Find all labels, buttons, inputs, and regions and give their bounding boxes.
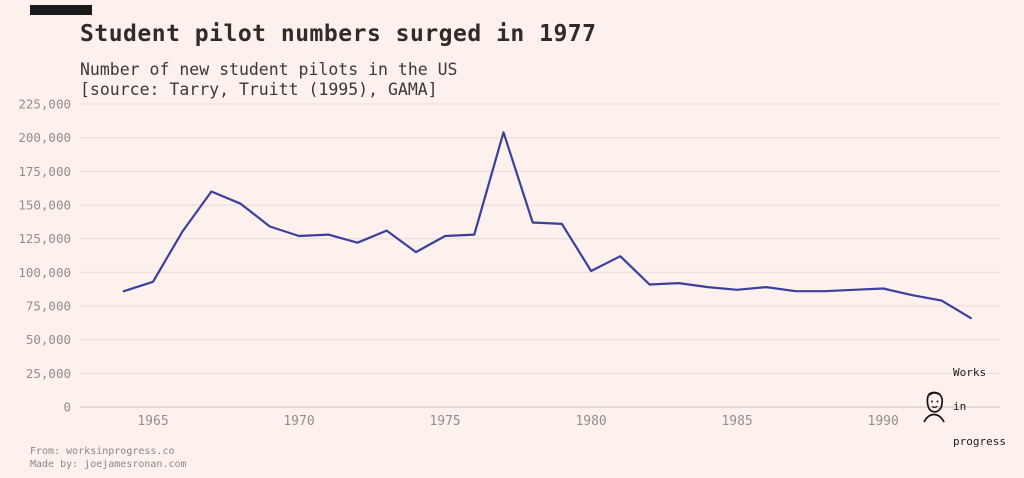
y-tick-label: 0 bbox=[63, 400, 71, 415]
footer-from: From: worksinprogress.co bbox=[30, 446, 175, 457]
y-tick-label: 100,000 bbox=[18, 265, 71, 280]
works-in-progress-logo-text: Works in progress bbox=[953, 344, 1006, 471]
y-tick-label: 125,000 bbox=[18, 231, 71, 246]
logo-text-line-2: in bbox=[953, 400, 967, 413]
works-in-progress-logo: Works in progress bbox=[922, 344, 1006, 471]
chart-title: Student pilot numbers surged in 1977 bbox=[80, 21, 597, 47]
x-tick-label: 1990 bbox=[868, 414, 899, 429]
y-tick-label: 200,000 bbox=[18, 130, 71, 145]
subtitle-line-1: Number of new student pilots in the US bbox=[80, 60, 458, 79]
logo-text-line-3: progress bbox=[953, 434, 1006, 448]
student-pilots-line bbox=[122, 131, 972, 320]
x-tick-label: 1985 bbox=[721, 414, 752, 429]
footer-made-by: Made by: joejamesronan.com bbox=[30, 459, 187, 470]
works-in-progress-face-icon bbox=[923, 391, 945, 423]
chart-subtitle: Number of new student pilots in the US [… bbox=[80, 60, 458, 99]
y-tick-label: 175,000 bbox=[18, 164, 71, 179]
logo-text-line-1: Works bbox=[953, 365, 987, 379]
subtitle-line-2: [source: Tarry, Truitt (1995), GAMA] bbox=[80, 79, 438, 99]
y-tick-label: 150,000 bbox=[18, 198, 71, 213]
x-tick-label: 1975 bbox=[429, 414, 460, 429]
x-tick-label: 1965 bbox=[137, 414, 168, 429]
y-tick-label: 225,000 bbox=[18, 97, 71, 112]
footer-credits: From: worksinprogress.co Made by: joejam… bbox=[30, 445, 187, 471]
y-tick-label: 50,000 bbox=[26, 332, 71, 347]
x-tick-label: 1970 bbox=[283, 414, 314, 429]
accent-bar bbox=[30, 5, 92, 15]
y-tick-label: 75,000 bbox=[26, 299, 71, 314]
x-tick-label: 1980 bbox=[575, 414, 606, 429]
y-tick-label: 25,000 bbox=[26, 366, 71, 381]
